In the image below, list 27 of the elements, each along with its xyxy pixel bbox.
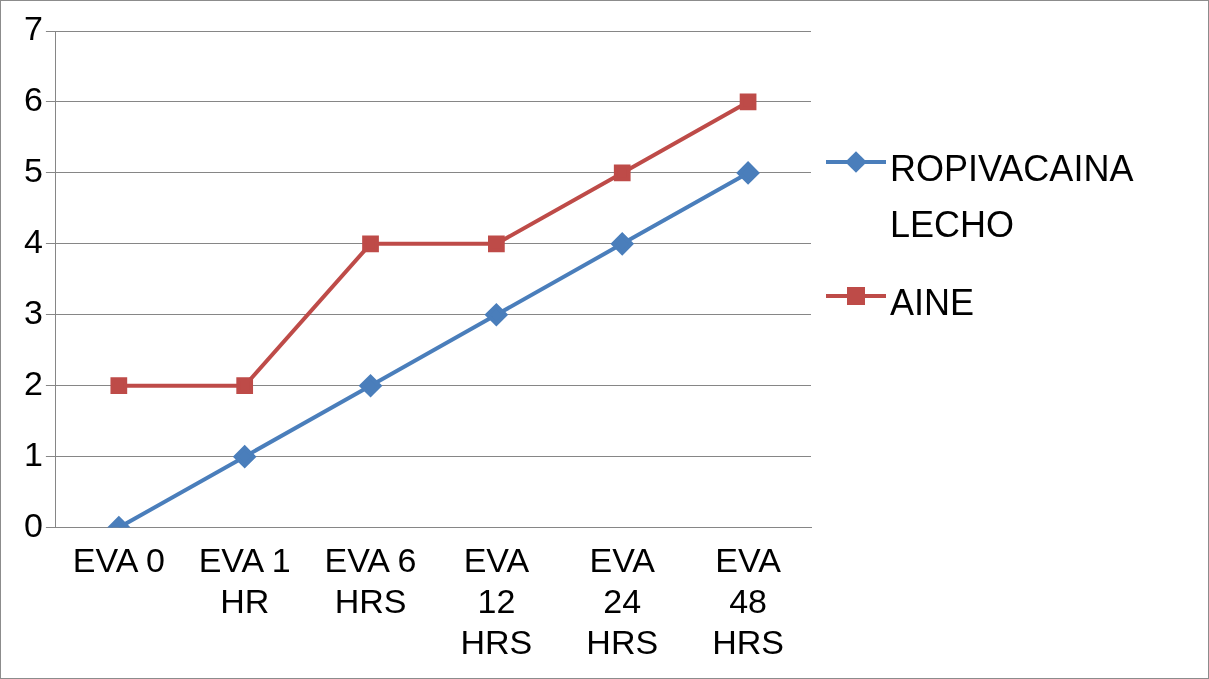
x-tick-label: EVA 48 HRS	[712, 541, 784, 661]
y-tick-label: 7	[23, 9, 43, 48]
y-tick-label: 0	[23, 505, 43, 544]
y-tick-label: 5	[23, 151, 43, 190]
point	[359, 374, 382, 397]
x-tick-label: EVA 1 HR	[198, 541, 291, 621]
point	[739, 93, 757, 111]
x-tick-label: EVA 0	[72, 541, 165, 580]
y-tick-label: 1	[23, 435, 43, 474]
point	[233, 445, 256, 468]
x-tick-label: EVA 6 HRS	[324, 541, 417, 621]
point	[485, 303, 508, 326]
point	[236, 377, 254, 395]
x-tick-label: EVA 12 HRS	[460, 541, 533, 661]
y-tick-label: 2	[23, 364, 43, 403]
x-tick-label: EVA 24 HRS	[586, 541, 659, 661]
legend-label: ROPIVACAINA LECHO	[890, 147, 1134, 247]
y-tick-label: 3	[23, 293, 43, 332]
y-tick-label: 6	[23, 80, 43, 119]
point	[613, 164, 631, 182]
point	[737, 161, 760, 184]
point	[611, 232, 634, 255]
point	[362, 235, 379, 253]
point	[488, 235, 505, 253]
point	[110, 377, 128, 395]
legend-label: AINE	[890, 281, 975, 325]
y-tick-label: 4	[23, 222, 43, 261]
